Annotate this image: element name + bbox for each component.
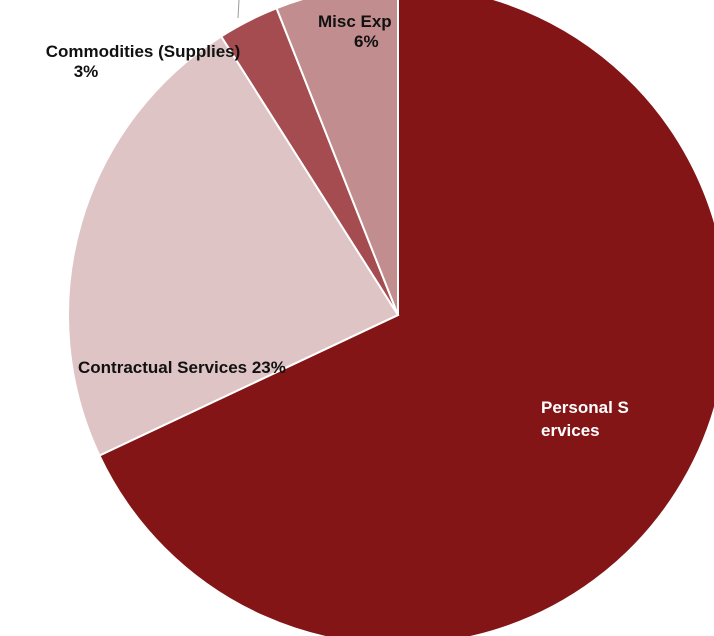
label-misc-exp: Misc Exp 6% <box>318 12 428 52</box>
label-commodities-name: Commodities (Supplies) <box>45 42 241 61</box>
label-commodities-supplies: Commodities (Supplies) 3% <box>12 42 274 82</box>
label-commodities-pct: 3% <box>73 62 99 81</box>
label-misc-exp-name: Misc Exp <box>318 12 392 31</box>
slice-misc-exp <box>275 0 399 316</box>
slice-contractual-services <box>67 34 400 457</box>
label-contractual-services: Contractual Services 23% <box>78 358 286 377</box>
label-misc-exp-pct: 6% <box>354 32 379 51</box>
label-personal-services-text: Personal Services <box>541 398 629 440</box>
slice-personal-services <box>98 0 714 636</box>
label-personal-services: Personal Services <box>541 396 629 558</box>
leader-line <box>237 0 240 18</box>
